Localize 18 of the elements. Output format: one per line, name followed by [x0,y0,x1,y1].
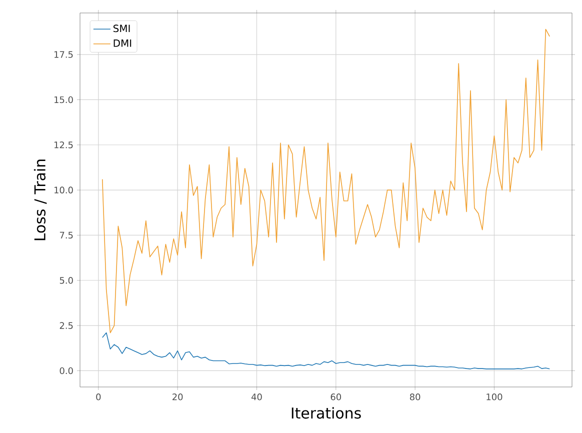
y-tick-label: 5.0 [60,276,73,284]
y-axis-title: Loss / Train [34,160,47,240]
y-tick-label: 0.0 [60,367,73,374]
y-tick-label: 17.5 [54,51,73,58]
y-tick-label: 2.5 [60,322,73,329]
x-axis-title: Iterations [292,407,361,419]
y-tick-label: 12.5 [54,141,73,148]
y-tick-label: 7.5 [60,232,73,239]
x-tick-label: 60 [330,394,342,400]
x-tick-label: 40 [251,394,262,400]
x-tick-label: 20 [172,394,183,400]
x-tick-label: 0 [96,394,101,400]
legend-label: DMI [114,40,132,47]
x-tick-label: 100 [486,394,502,400]
x-tick-label: 80 [410,394,420,400]
legend-label: SMI [113,24,130,32]
y-tick-label: 10.0 [54,186,73,194]
y-tick-label: 15.0 [54,96,73,104]
